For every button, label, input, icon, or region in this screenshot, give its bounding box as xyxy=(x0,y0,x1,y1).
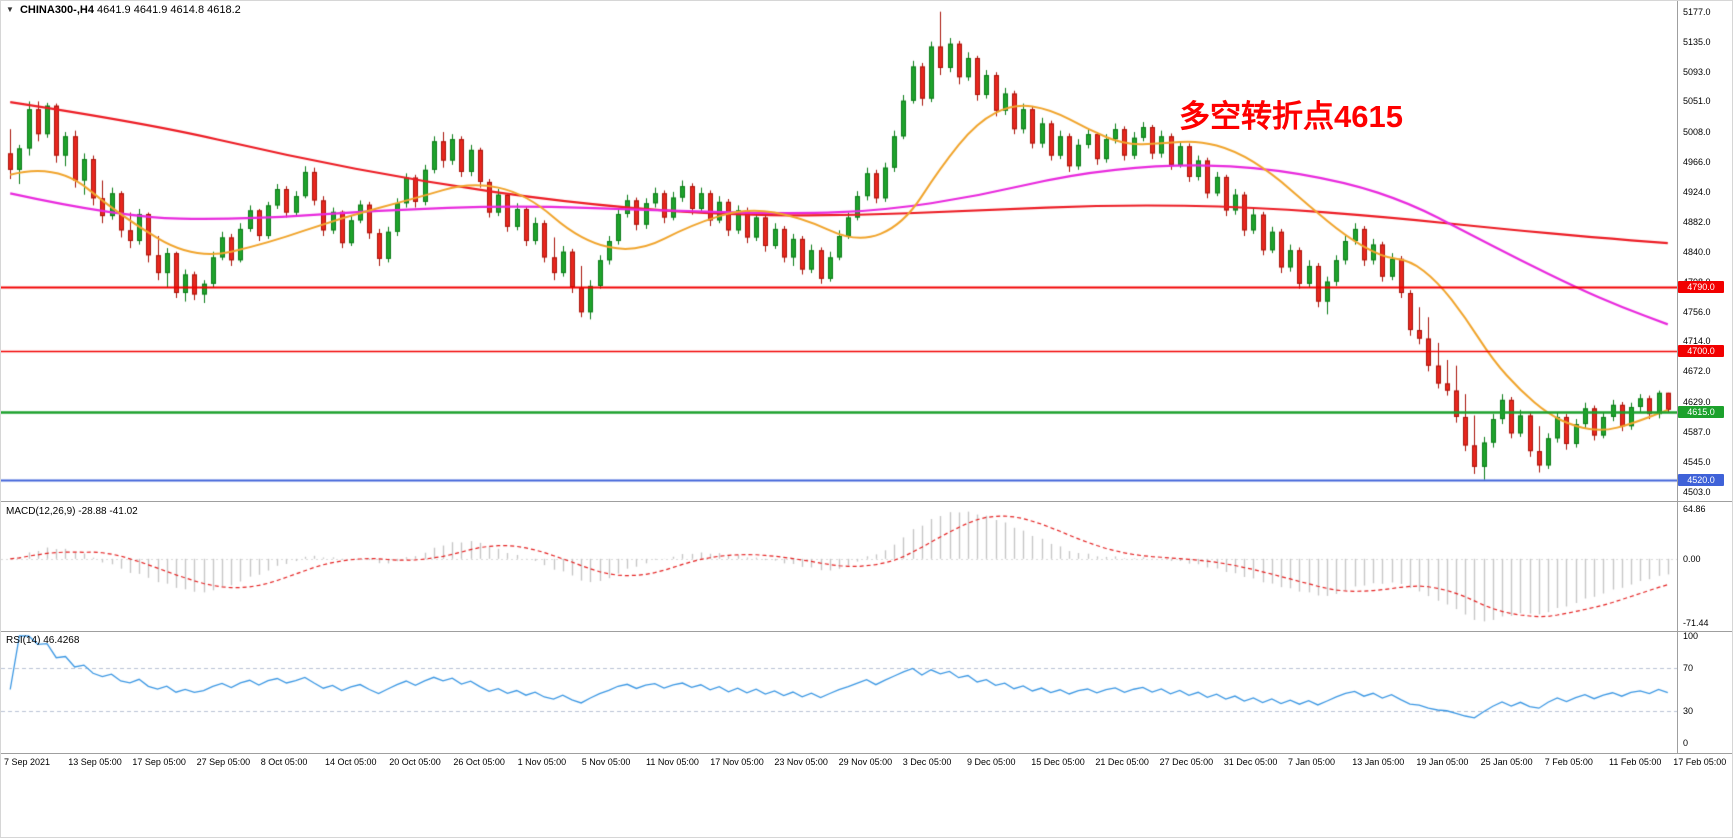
price-chart-canvas[interactable] xyxy=(1,1,1677,501)
price-level-badge: 4615.0 xyxy=(1678,405,1724,418)
time-axis-label: 19 Jan 05:00 xyxy=(1416,757,1469,767)
axis-label: 5008.0 xyxy=(1683,127,1711,138)
price-axis-divider xyxy=(1677,1,1678,754)
time-axis-label: 7 Sep 2021 xyxy=(4,757,51,767)
time-axis-label: 20 Oct 05:00 xyxy=(389,757,441,767)
axis-label: 4545.0 xyxy=(1683,456,1711,467)
axis-label: 100 xyxy=(1683,631,1699,641)
axis-label: 4587.0 xyxy=(1683,426,1711,437)
symbol-timeframe-label: CHINA300-,H4 xyxy=(19,4,94,16)
time-axis-label: 9 Dec 05:00 xyxy=(967,757,1016,767)
axis-label: 0 xyxy=(1683,738,1689,748)
chart-text-annotation: 多空转折点4615 xyxy=(1179,99,1403,134)
time-axis-label: 29 Nov 05:00 xyxy=(838,757,893,767)
axis-label: 70 xyxy=(1683,663,1694,674)
time-axis-label: 5 Nov 05:00 xyxy=(581,757,631,767)
axis-label: 4966.0 xyxy=(1683,156,1711,167)
axis-label: 4924.0 xyxy=(1683,186,1711,197)
axis-label: 5177.0 xyxy=(1683,6,1711,17)
axis-label: 4629.0 xyxy=(1683,396,1711,407)
time-axis-label: 17 Nov 05:00 xyxy=(710,757,764,767)
time-axis-label: 8 Oct 05:00 xyxy=(260,757,308,767)
time-axis-label: 15 Dec 05:00 xyxy=(1031,757,1085,767)
time-axis-label: 11 Nov 05:00 xyxy=(646,757,699,767)
axis-label: 4714.0 xyxy=(1683,336,1711,347)
price-level-badge: 4700.0 xyxy=(1678,345,1724,358)
panel-separator[interactable] xyxy=(1,753,1732,754)
rsi-label: RSI(14) 46.4268 xyxy=(6,635,80,646)
time-axis-label: 23 Nov 05:00 xyxy=(774,757,828,767)
ohlc-values: 4641.9 4641.9 4614.8 4618.2 xyxy=(97,4,241,16)
chart-collapse-icon[interactable]: ▼ xyxy=(6,5,14,14)
price-level-badge: 4790.0 xyxy=(1678,281,1724,294)
rsi-indicator-canvas[interactable] xyxy=(1,632,1677,753)
price-axis[interactable]: 5177.0 5135.0 5093.0 5051.0 5008.0 4966.0 4924… xyxy=(1678,1,1732,754)
axis-label: 4756.0 xyxy=(1683,306,1711,317)
axis-label: 5135.0 xyxy=(1683,36,1711,47)
axis-label: -71.44 xyxy=(1683,618,1709,628)
panel-separator[interactable] xyxy=(1,631,1732,632)
axis-label: 4503.0 xyxy=(1683,486,1711,497)
time-axis-label: 21 Dec 05:00 xyxy=(1095,757,1149,767)
time-axis-label: 27 Sep 05:00 xyxy=(196,757,251,767)
time-axis-label: 13 Sep 05:00 xyxy=(68,757,122,767)
axis-label: 4672.0 xyxy=(1683,366,1711,377)
axis-label: 30 xyxy=(1683,705,1694,716)
time-axis-label: 13 Jan 05:00 xyxy=(1352,757,1405,767)
axis-label: 4882.0 xyxy=(1683,216,1711,227)
time-axis[interactable]: 7 Sep 2021 13 Sep 05:00 17 Sep 05:00 27 Sep… xyxy=(1,754,1732,776)
time-axis-label: 7 Jan 05:00 xyxy=(1288,757,1336,767)
price-level-badge: 4520.0 xyxy=(1678,473,1724,486)
panel-separator[interactable] xyxy=(1,501,1732,502)
time-axis-label: 27 Dec 05:00 xyxy=(1159,757,1214,767)
axis-label: 5051.0 xyxy=(1683,96,1711,107)
time-axis-label: 17 Sep 05:00 xyxy=(132,757,186,767)
time-axis-label: 1 Nov 05:00 xyxy=(517,757,567,767)
macd-indicator-canvas[interactable] xyxy=(1,502,1677,631)
time-axis-label: 25 Jan 05:00 xyxy=(1480,757,1533,767)
axis-label: 5093.0 xyxy=(1683,66,1711,77)
time-axis-label: 3 Dec 05:00 xyxy=(902,757,952,767)
time-axis-label: 11 Feb 05:00 xyxy=(1609,757,1662,767)
time-axis-label: 7 Feb 05:00 xyxy=(1544,757,1593,767)
time-axis-label: 31 Dec 05:00 xyxy=(1223,757,1278,767)
time-axis-label: 14 Oct 05:00 xyxy=(325,757,377,767)
time-axis-label: 17 Feb 05:00 xyxy=(1673,757,1727,767)
axis-label: 0.00 xyxy=(1683,553,1701,564)
time-axis-label: 26 Oct 05:00 xyxy=(453,757,505,767)
axis-label: 64.86 xyxy=(1683,504,1706,514)
chart-title: ▼ CHINA300-,H4 4641.9 4641.9 4614.8 4618… xyxy=(6,4,241,16)
axis-label: 4840.0 xyxy=(1683,246,1711,257)
macd-label: MACD(12,26,9) -28.88 -41.02 xyxy=(6,506,138,517)
